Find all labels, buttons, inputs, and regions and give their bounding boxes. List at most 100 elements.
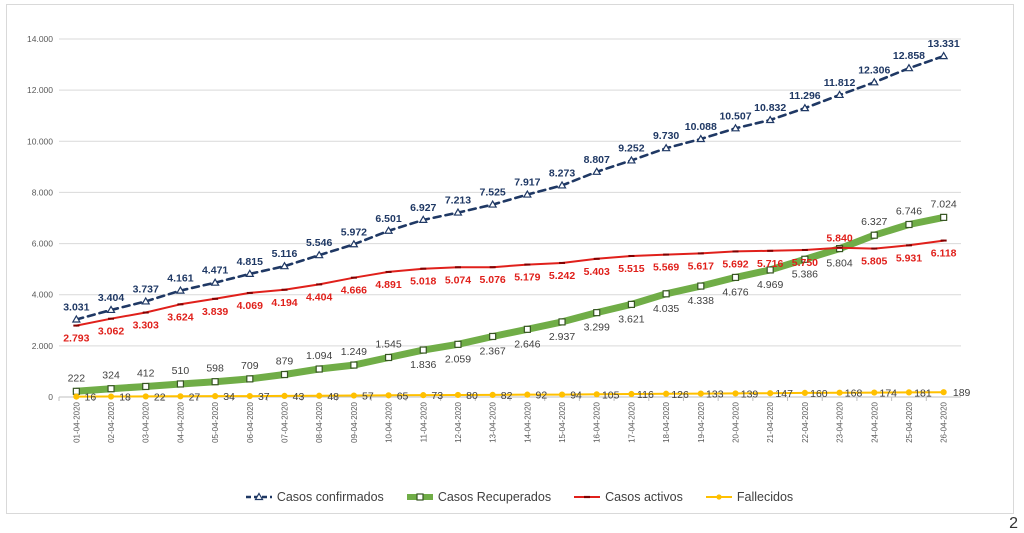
data-point [524, 391, 531, 398]
series-line-fallecidos [75, 391, 945, 398]
data-label: 412 [137, 367, 155, 379]
y-tick-label: 4.000 [32, 290, 54, 300]
data-point [626, 155, 636, 164]
data-point [627, 300, 636, 309]
data-label: 4.069 [237, 300, 263, 312]
legend-swatch [245, 492, 272, 501]
data-label: 7.024 [931, 198, 957, 210]
data-point [940, 213, 948, 221]
x-tick-label: 18-04-2020 [662, 401, 671, 442]
x-tick-label: 25-04-2020 [905, 401, 914, 442]
data-point [211, 378, 219, 386]
data-point [593, 391, 600, 398]
data-point [73, 393, 80, 400]
data-label: 3.303 [133, 320, 159, 332]
data-label: 181 [914, 387, 932, 399]
x-tick-label: 02-04-2020 [107, 401, 116, 442]
data-point [280, 370, 289, 379]
data-point [905, 220, 913, 229]
data-point [489, 391, 496, 399]
data-point [142, 393, 149, 400]
data-label: 2.937 [549, 331, 575, 343]
data-label: 80 [466, 390, 478, 402]
data-point [558, 318, 566, 326]
y-tick-label: 8.000 [32, 187, 54, 197]
data-label: 5.179 [514, 272, 540, 284]
data-label: 5.242 [549, 270, 575, 282]
data-label: 9.730 [653, 130, 679, 142]
x-tick-label: 26-04-2020 [940, 401, 949, 442]
data-point [522, 189, 532, 198]
data-point [905, 389, 913, 396]
data-point [141, 296, 151, 305]
data-point [385, 392, 392, 399]
data-label: 4.969 [757, 279, 783, 291]
data-label: 5.569 [653, 262, 679, 274]
x-tick-label: 17-04-2020 [627, 401, 636, 442]
data-label: 5.750 [792, 257, 818, 269]
x-tick-label: 23-04-2020 [836, 401, 845, 442]
data-point [107, 385, 115, 393]
legend-label: Casos confirmados [276, 490, 384, 504]
data-point [175, 285, 185, 294]
y-tick-label: 0 [48, 392, 53, 402]
data-label: 189 [953, 387, 971, 399]
data-point [696, 134, 706, 143]
data-label: 160 [810, 388, 828, 400]
data-label: 22 [154, 391, 166, 403]
data-point [489, 332, 497, 341]
data-point [245, 269, 255, 277]
data-label: 4.471 [202, 265, 228, 277]
data-point [142, 382, 150, 391]
data-label: 3.624 [167, 311, 193, 323]
data-label: 139 [741, 388, 759, 400]
data-label: 1.094 [306, 350, 332, 362]
legend-label: Casos Recuperados [437, 490, 552, 504]
x-tick-label: 24-04-2020 [870, 401, 879, 442]
data-label: 3.621 [618, 313, 644, 325]
data-label: 5.386 [792, 268, 818, 280]
data-label: 6.118 [931, 248, 957, 260]
data-label: 65 [397, 390, 409, 402]
data-label: 3.062 [98, 326, 124, 338]
data-label: 10.507 [719, 110, 751, 122]
data-label: 6.501 [375, 213, 401, 225]
data-label: 2.059 [445, 353, 471, 365]
data-point [176, 380, 185, 388]
data-label: 7.213 [445, 195, 471, 207]
data-point [488, 199, 498, 208]
data-label: 16 [85, 392, 97, 404]
x-tick-label: 05-04-2020 [211, 401, 220, 442]
data-label: 3.031 [63, 301, 89, 313]
data-point [663, 390, 670, 397]
data-point [177, 393, 184, 400]
data-point [350, 361, 358, 369]
data-label: 10.088 [685, 121, 717, 133]
data-label: 11.296 [789, 90, 821, 102]
data-label: 5.840 [826, 233, 852, 245]
x-tick-label: 16-04-2020 [593, 401, 602, 442]
y-tick-label: 10.000 [27, 136, 53, 146]
data-point [384, 226, 394, 234]
data-point [106, 305, 116, 314]
data-label: 5.804 [826, 258, 852, 270]
data-label: 116 [637, 389, 654, 401]
x-tick-label: 04-04-2020 [176, 401, 185, 442]
data-point [904, 63, 914, 72]
y-tick-label: 2.000 [32, 341, 54, 351]
data-label: 6.746 [896, 205, 922, 217]
data-point [454, 340, 462, 348]
data-point [557, 180, 567, 189]
data-point [697, 282, 705, 290]
data-point [697, 390, 704, 397]
line-chart: 0 2.000 4.000 6.000 8.000 10.000 12.000 14.000 0… [27, 34, 971, 443]
data-label: 6.927 [410, 202, 436, 214]
data-label: 2.646 [514, 338, 540, 350]
data-label: 174 [880, 388, 898, 400]
data-point [731, 273, 740, 282]
data-point [316, 392, 323, 399]
x-tick-label: 13-04-2020 [489, 401, 498, 442]
data-label: 2.367 [480, 345, 506, 357]
data-label: 82 [501, 390, 513, 402]
data-label: 94 [570, 390, 582, 402]
